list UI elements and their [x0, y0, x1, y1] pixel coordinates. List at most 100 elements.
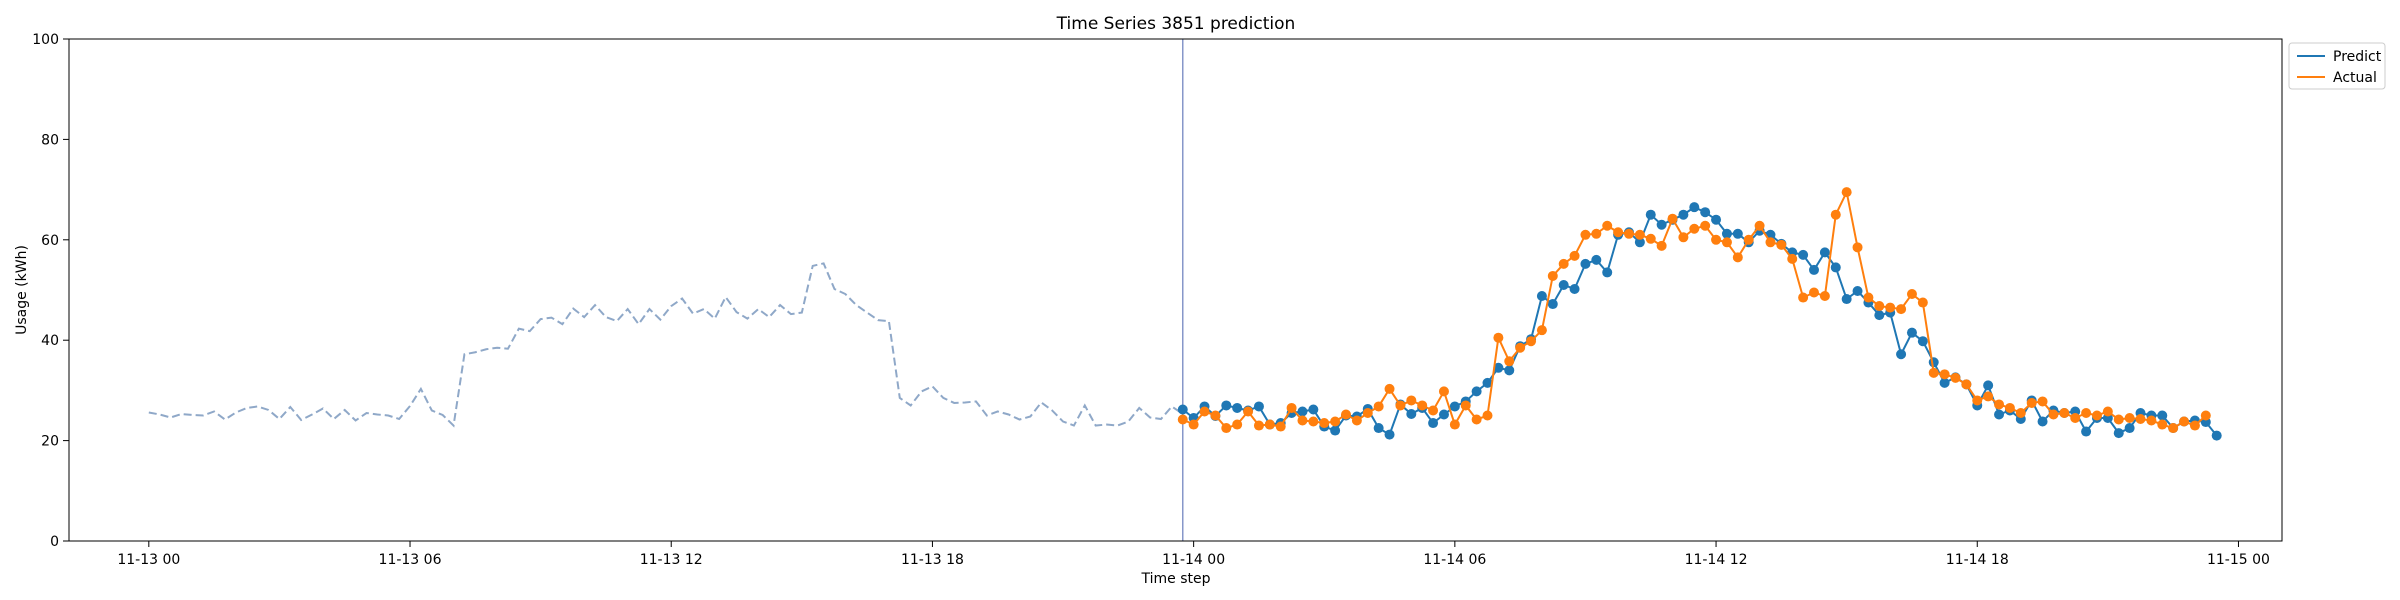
- data-point-actual: [1264, 419, 1275, 430]
- data-point-actual: [1928, 367, 1939, 378]
- data-point-actual: [2189, 420, 2200, 431]
- plot-area: 0 20 40 60 80 100 11-13 00 11-13 06 11-13 12 11-1…: [32, 32, 2283, 568]
- data-point-predict: [1569, 284, 1580, 294]
- data-point-actual: [1526, 336, 1537, 347]
- data-point-actual: [1743, 234, 1754, 245]
- x-axis-label: Time step: [1141, 571, 1211, 587]
- data-point-predict: [2157, 410, 2168, 421]
- data-point-actual: [2102, 406, 2113, 417]
- data-point-actual: [1874, 301, 1885, 312]
- data-point-predict: [1656, 219, 1667, 230]
- data-point-predict: [1678, 209, 1689, 220]
- data-point-actual: [1885, 302, 1896, 313]
- data-point-actual: [1732, 252, 1743, 263]
- x-tick-label: 11-13 18: [901, 552, 964, 568]
- data-point-actual: [1700, 220, 1711, 231]
- history-line: [148, 262, 1184, 428]
- data-point-predict: [1798, 249, 1809, 260]
- data-point-actual: [1787, 253, 1798, 264]
- data-point-actual: [1547, 270, 1558, 281]
- data-point-actual: [2113, 414, 2124, 425]
- data-point-predict: [1232, 402, 1243, 413]
- data-point-actual: [1939, 369, 1950, 380]
- data-point-actual: [1373, 401, 1384, 412]
- data-point-predict: [1689, 202, 1700, 213]
- data-point-actual: [1482, 410, 1493, 421]
- data-point-actual: [1504, 356, 1515, 367]
- x-tick-label: 11-14 06: [1423, 552, 1486, 568]
- data-point-actual: [1678, 232, 1689, 243]
- x-tick-label: 11-13 00: [117, 552, 180, 568]
- chart-title: Time Series 3851 prediction: [1056, 14, 1296, 34]
- data-point-predict: [1449, 401, 1460, 412]
- data-point-actual: [1809, 287, 1819, 298]
- data-point-actual: [1558, 258, 1569, 269]
- data-point-predict: [1896, 349, 1907, 360]
- data-point-predict: [1645, 209, 1656, 220]
- y-tick-label: 60: [41, 233, 59, 249]
- data-point-actual: [1210, 410, 1221, 421]
- data-point-predict: [1809, 264, 1819, 275]
- data-point-predict: [1536, 291, 1547, 302]
- data-point-actual: [1972, 395, 1983, 406]
- x-tick-label: 11-14 12: [1685, 552, 1748, 568]
- data-point-actual: [1711, 234, 1722, 245]
- data-point-actual: [1863, 292, 1874, 303]
- data-point-actual: [1253, 420, 1264, 431]
- data-point-predict: [1819, 247, 1830, 258]
- data-point-actual: [1906, 289, 1917, 300]
- data-point-actual: [1765, 237, 1776, 248]
- data-point-predict: [1482, 377, 1493, 388]
- x-tick-label: 11-15 00: [2207, 552, 2270, 568]
- data-point-actual: [2081, 407, 2092, 418]
- data-point-predict: [1253, 401, 1264, 412]
- data-point-predict: [1373, 423, 1384, 434]
- data-point-predict: [1493, 362, 1504, 373]
- data-point-actual: [1330, 416, 1341, 427]
- y-axis-label: Usage (kWh): [14, 245, 30, 335]
- data-point-predict: [1928, 357, 1939, 368]
- data-point-actual: [1275, 421, 1286, 432]
- data-point-actual: [1656, 240, 1667, 251]
- data-point-actual: [1221, 423, 1232, 434]
- data-point-actual: [1591, 228, 1602, 239]
- legend-label-predict: Predict: [2333, 49, 2382, 65]
- data-point-predict: [1308, 404, 1319, 415]
- data-point-predict: [1830, 262, 1841, 273]
- data-point-actual: [1645, 233, 1656, 244]
- data-point-actual: [2179, 416, 2190, 427]
- data-point-actual: [1602, 220, 1613, 231]
- data-point-actual: [1613, 227, 1624, 238]
- data-point-predict: [2113, 428, 2124, 439]
- data-point-actual: [1569, 250, 1580, 261]
- data-point-actual: [2135, 414, 2146, 425]
- data-point-actual: [2015, 407, 2026, 418]
- data-point-predict: [1700, 207, 1711, 218]
- data-point-predict: [1841, 294, 1852, 305]
- data-point-predict: [1428, 418, 1439, 429]
- data-point-actual: [1471, 414, 1482, 425]
- data-point-actual: [1721, 237, 1732, 248]
- data-point-actual: [1438, 386, 1449, 397]
- data-point-actual: [1308, 416, 1319, 427]
- data-point-predict: [1297, 406, 1308, 417]
- data-point-actual: [1917, 297, 1928, 308]
- data-point-predict: [1330, 425, 1341, 436]
- data-point-actual: [1536, 325, 1547, 336]
- data-point-actual: [1188, 419, 1199, 430]
- data-point-actual: [1983, 391, 1994, 402]
- series-line-predict: [1182, 206, 2218, 437]
- data-point-predict: [1438, 409, 1449, 420]
- data-point-predict: [1874, 310, 1885, 321]
- data-point-actual: [2146, 415, 2157, 426]
- data-point-actual: [1819, 291, 1830, 302]
- data-point-actual: [2048, 409, 2059, 420]
- data-point-predict: [2081, 426, 2092, 437]
- data-point-actual: [1776, 239, 1787, 250]
- data-point-actual: [1286, 402, 1297, 413]
- data-point-actual: [1297, 415, 1308, 426]
- data-point-actual: [2070, 413, 2081, 424]
- data-point-predict: [1939, 377, 1950, 388]
